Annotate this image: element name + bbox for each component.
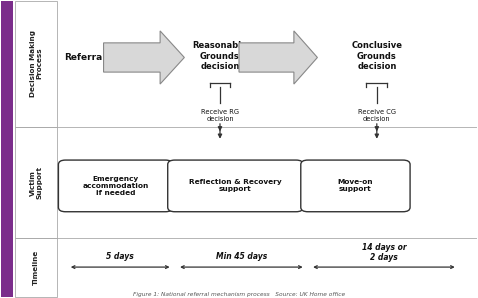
- Text: Decision Making
Process: Decision Making Process: [30, 30, 43, 97]
- Text: Min 45 days: Min 45 days: [216, 252, 267, 261]
- FancyBboxPatch shape: [15, 238, 57, 297]
- FancyBboxPatch shape: [15, 127, 57, 238]
- Text: Move-on
support: Move-on support: [337, 179, 373, 193]
- Text: 5 days: 5 days: [106, 252, 134, 261]
- Text: Victim
Support: Victim Support: [30, 167, 43, 199]
- Text: Receive RG
decision: Receive RG decision: [201, 108, 239, 122]
- FancyBboxPatch shape: [1, 1, 13, 297]
- Text: Figure 1: National referral mechanism process   Source: UK Home office: Figure 1: National referral mechanism pr…: [133, 291, 345, 297]
- Text: Reasonable
Grounds
decision: Reasonable Grounds decision: [193, 41, 248, 71]
- FancyBboxPatch shape: [58, 160, 173, 212]
- Polygon shape: [104, 31, 185, 84]
- FancyBboxPatch shape: [15, 1, 57, 127]
- Text: Emergency
accommodation
if needed: Emergency accommodation if needed: [82, 176, 149, 196]
- Text: Referral: Referral: [64, 53, 105, 62]
- Text: Timeline: Timeline: [33, 249, 39, 285]
- Polygon shape: [239, 31, 317, 84]
- Text: Reflection & Recovery
support: Reflection & Recovery support: [189, 179, 282, 193]
- Text: Conclusive
Grounds
decision: Conclusive Grounds decision: [351, 41, 402, 71]
- Text: Receive CG
decision: Receive CG decision: [358, 108, 396, 122]
- Text: 14 days or
2 days: 14 days or 2 days: [362, 243, 406, 262]
- FancyBboxPatch shape: [168, 160, 303, 212]
- FancyBboxPatch shape: [301, 160, 410, 212]
